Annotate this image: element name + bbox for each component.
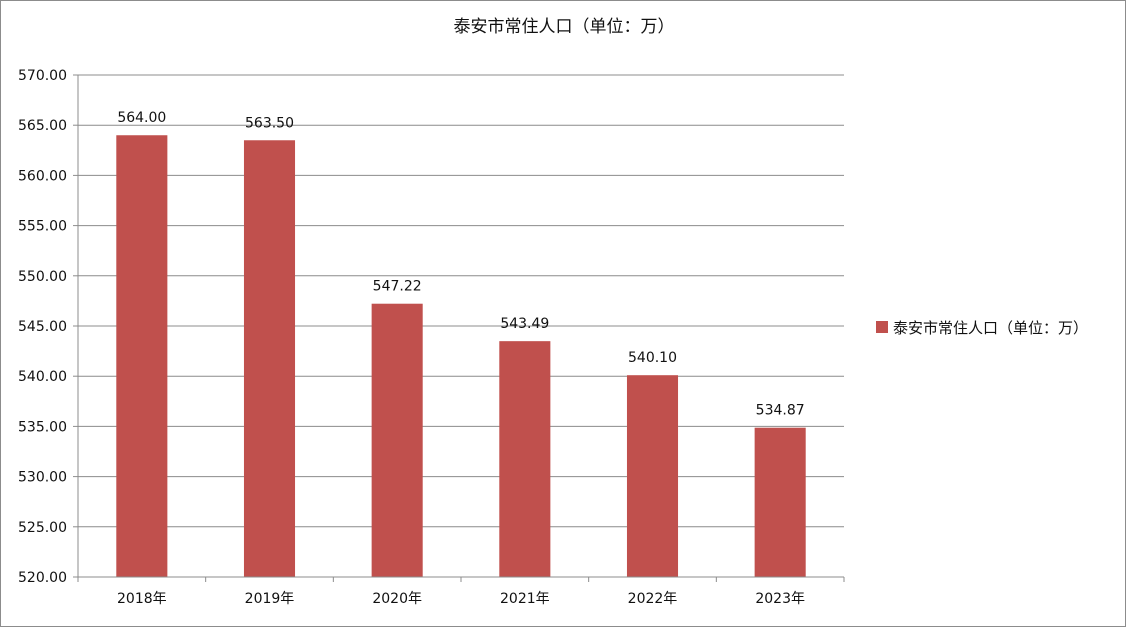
y-tick-label: 520.00 bbox=[18, 570, 67, 586]
legend-label: 泰安市常住人口（单位：万） bbox=[893, 319, 1088, 337]
data-label: 563.50 bbox=[245, 115, 294, 131]
y-tick-label: 555.00 bbox=[18, 219, 67, 235]
legend: 泰安市常住人口（单位：万） bbox=[876, 319, 1088, 337]
y-tick-label: 525.00 bbox=[18, 520, 67, 536]
y-tick-label: 565.00 bbox=[18, 118, 67, 134]
x-tick-label: 2020年 bbox=[372, 591, 422, 607]
y-tick-label: 550.00 bbox=[18, 269, 67, 285]
x-tick-label: 2018年 bbox=[117, 591, 167, 607]
bar bbox=[116, 135, 168, 578]
data-label: 534.87 bbox=[756, 403, 805, 419]
legend-swatch bbox=[876, 321, 888, 333]
data-label: 564.00 bbox=[117, 110, 166, 126]
data-labels: 564.00 563.50 547.22 543.49 540.10 534.87 bbox=[117, 110, 804, 418]
y-tick-label: 540.00 bbox=[18, 369, 67, 385]
bar bbox=[243, 140, 296, 577]
data-label: 547.22 bbox=[373, 279, 422, 295]
y-tick-label: 570.00 bbox=[18, 68, 67, 84]
y-tick-label: 560.00 bbox=[18, 168, 67, 184]
bar bbox=[754, 427, 806, 577]
y-axis-ticks: 520.00 525.00 530.00 535.00 540.00 545.00 550.… bbox=[18, 68, 67, 586]
x-tick-label: 2021年 bbox=[500, 591, 550, 607]
y-tick-label: 545.00 bbox=[18, 319, 67, 335]
x-axis-ticks: 2018年 2019年 2020年 2021年 2022年 2023年 bbox=[117, 591, 805, 607]
x-tick-label: 2022年 bbox=[628, 591, 678, 607]
data-label: 543.49 bbox=[500, 316, 549, 332]
x-tick-label: 2019年 bbox=[245, 591, 295, 607]
axes bbox=[77, 75, 845, 582]
bar bbox=[371, 303, 423, 577]
bar bbox=[626, 375, 679, 577]
x-tick-label: 2023年 bbox=[755, 591, 805, 607]
bars bbox=[116, 135, 806, 578]
bar bbox=[499, 341, 551, 577]
y-tick-label: 535.00 bbox=[18, 419, 67, 435]
y-tick-label: 530.00 bbox=[18, 470, 67, 486]
grid-lines bbox=[73, 74, 844, 578]
chart-title: 泰安市常住人口（单位：万） bbox=[454, 17, 675, 37]
data-label: 540.10 bbox=[628, 350, 677, 366]
